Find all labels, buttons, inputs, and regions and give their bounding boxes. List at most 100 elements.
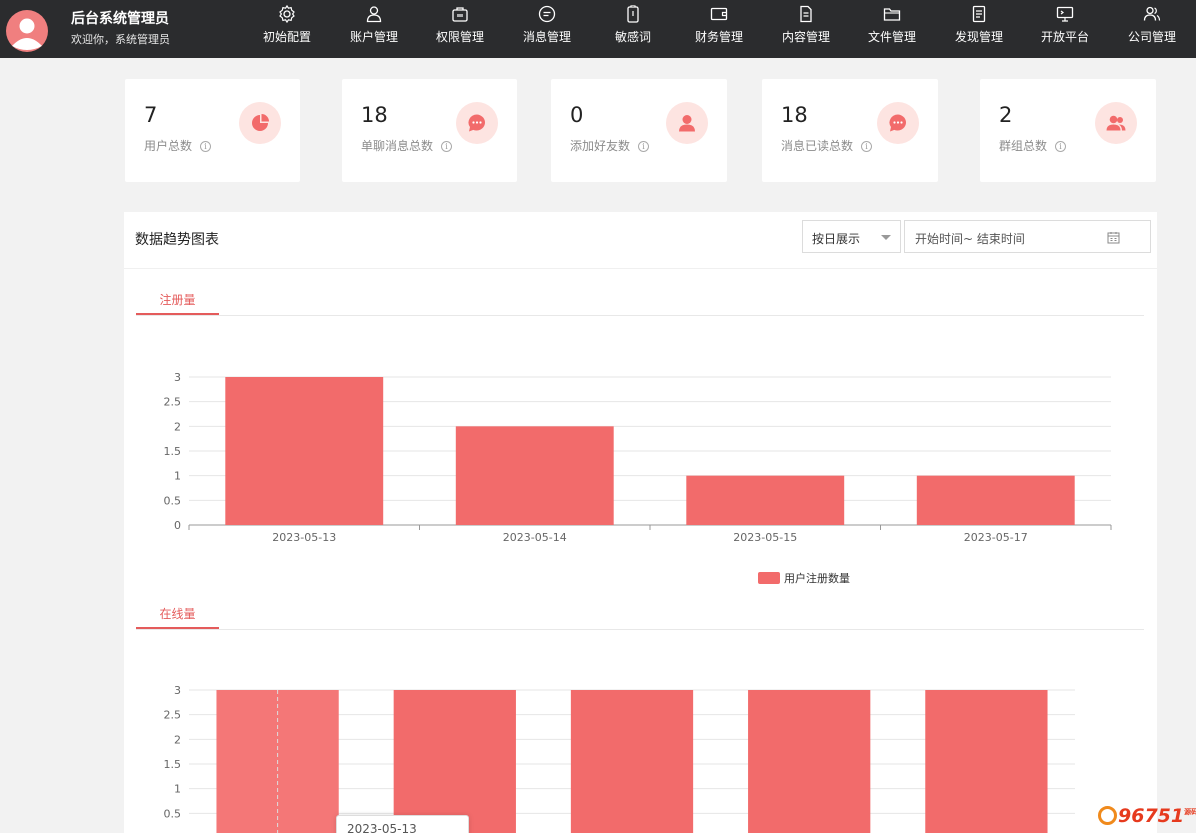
y-tick-label: 2 <box>174 733 181 746</box>
file-list-icon <box>972 5 986 23</box>
stat-value: 18 <box>361 103 388 127</box>
stat-icon-badge <box>877 102 919 144</box>
nav-label: 财务管理 <box>694 30 743 44</box>
y-tick-label: 3 <box>174 371 181 384</box>
y-tick-label: 0.5 <box>164 807 182 820</box>
top-bar: 后台系统管理员 欢迎你，系统管理员 初始配置 账户管理 权限管理 消息管理 敏感… <box>0 0 1196 58</box>
stat-icon-badge <box>456 102 498 144</box>
stat-icon-badge <box>1095 102 1137 144</box>
bar <box>393 690 516 833</box>
tooltip-text: 2023-05-13 <box>347 822 417 833</box>
bar <box>570 690 694 833</box>
nav-message-management[interactable]: 消息管理 <box>504 0 590 58</box>
nav-permission-management[interactable]: 权限管理 <box>417 0 503 58</box>
stat-card-total-groups: 2 群组总数 i <box>980 79 1156 182</box>
pie-chart-icon <box>252 114 269 131</box>
nav-label: 账户管理 <box>349 30 398 44</box>
tab-divider <box>136 315 1144 316</box>
chart-tooltip: 2023-05-13 <box>336 815 469 833</box>
nav-label: 消息管理 <box>522 30 571 44</box>
stat-card-private-messages: 18 单聊消息总数 i <box>342 79 517 182</box>
folder-icon <box>883 8 901 21</box>
nav-content-management[interactable]: 内容管理 <box>763 0 849 58</box>
avatar[interactable] <box>6 10 48 52</box>
gear-icon <box>279 4 295 24</box>
nav-finance-management[interactable]: 财务管理 <box>676 0 762 58</box>
info-icon[interactable]: i <box>441 141 453 152</box>
tab-label: 在线量 <box>159 607 196 621</box>
stat-value: 7 <box>144 103 158 127</box>
bar <box>916 475 1075 525</box>
admin-title: 后台系统管理员 <box>71 11 169 27</box>
panel-title: 数据趋势图表 <box>135 232 219 248</box>
nav-open-platform[interactable]: 开放平台 <box>1022 0 1108 58</box>
chevron-down-icon <box>881 235 891 240</box>
watermark-logo-icon <box>1098 806 1117 825</box>
y-tick-label: 3 <box>174 684 181 697</box>
x-tick-label: 2023-05-14 <box>503 531 567 544</box>
stat-label: 单聊消息总数 <box>361 139 434 153</box>
info-icon[interactable]: i <box>638 141 650 152</box>
bar <box>925 690 1048 833</box>
nav-company-management[interactable]: 公司管理 <box>1109 0 1195 58</box>
tab-underline <box>136 627 219 629</box>
watermark-text: 96751 <box>1118 805 1185 827</box>
tab-online[interactable]: 在线量 <box>136 599 219 629</box>
info-icon[interactable]: i <box>200 141 212 152</box>
registrations-bar-chart: 0 0.5 1 1.5 2 2.5 3 2023-05-13 2023-05-14 2023-05… <box>164 371 1112 544</box>
nav-account-management[interactable]: 账户管理 <box>331 0 417 58</box>
stat-card-friends-added: 0 添加好友数 i <box>551 79 727 182</box>
stat-icon-badge <box>239 102 281 144</box>
nav-label: 初始配置 <box>262 30 311 44</box>
nav-label: 发现管理 <box>954 30 1003 44</box>
y-tick-label: 0 <box>174 519 181 532</box>
online-bar-chart: 0.5 1 1.5 2 2.5 3 <box>164 684 1075 833</box>
document-icon <box>800 5 812 23</box>
stat-card-messages-read: 18 消息已读总数 i <box>762 79 938 182</box>
stat-icon-badge <box>666 102 708 144</box>
nav-file-management[interactable]: 文件管理 <box>849 0 935 58</box>
y-tick-label: 1.5 <box>164 758 182 771</box>
date-range-picker[interactable]: 开始时间~ 结束时间 <box>904 220 1151 253</box>
info-icon[interactable]: i <box>1055 141 1067 152</box>
legend-swatch <box>758 571 780 584</box>
tab-underline <box>136 313 219 315</box>
y-tick-label: 2.5 <box>164 396 182 409</box>
x-tick-label: 2023-05-17 <box>964 531 1028 544</box>
stat-label: 添加好友数 <box>570 139 631 153</box>
x-tick-label: 2023-05-13 <box>272 531 336 544</box>
wallet-icon <box>710 7 728 21</box>
chat-bubble-icon <box>468 114 485 132</box>
nav-discovery-management[interactable]: 发现管理 <box>936 0 1022 58</box>
message-icon <box>538 5 556 23</box>
tab-registrations[interactable]: 注册量 <box>136 285 219 315</box>
chart-legend[interactable]: 用户注册数量 <box>758 567 850 585</box>
nav-label: 内容管理 <box>781 30 830 44</box>
bar <box>455 426 614 525</box>
date-range-placeholder: 开始时间~ 结束时间 <box>915 232 1025 246</box>
y-tick-label: 1 <box>174 783 181 796</box>
user-icon <box>366 6 382 23</box>
legend-label: 用户注册数量 <box>784 571 850 585</box>
welcome-text: 欢迎你，系统管理员 <box>71 33 170 46</box>
stat-card-total-users: 7 用户总数 i <box>125 79 300 182</box>
bar <box>225 377 384 525</box>
nav-initial-config[interactable]: 初始配置 <box>244 0 330 58</box>
calendar-icon <box>1107 232 1120 244</box>
permission-icon <box>452 7 468 22</box>
monitor-icon <box>1056 6 1074 22</box>
info-icon[interactable]: i <box>861 141 873 152</box>
display-mode-select[interactable]: 按日展示 <box>802 220 901 253</box>
panel-header: 数据趋势图表 按日展示 开始时间~ 结束时间 <box>124 212 1157 269</box>
trend-chart-panel: 数据趋势图表 按日展示 开始时间~ 结束时间 注册量 0 0.5 1 1.5 2 2.5 3… <box>124 212 1157 833</box>
bar <box>748 690 871 833</box>
y-tick-label: 1.5 <box>164 445 182 458</box>
chat-bubble-icon <box>889 114 906 132</box>
tab-divider <box>136 629 1144 630</box>
tab-label: 注册量 <box>159 293 196 307</box>
nav-label: 公司管理 <box>1127 30 1176 44</box>
y-tick-label: 2.5 <box>164 709 182 722</box>
nav-sensitive-words[interactable]: 敏感词 <box>590 0 676 58</box>
y-tick-label: 0.5 <box>164 494 182 507</box>
nav-label: 权限管理 <box>435 30 484 44</box>
